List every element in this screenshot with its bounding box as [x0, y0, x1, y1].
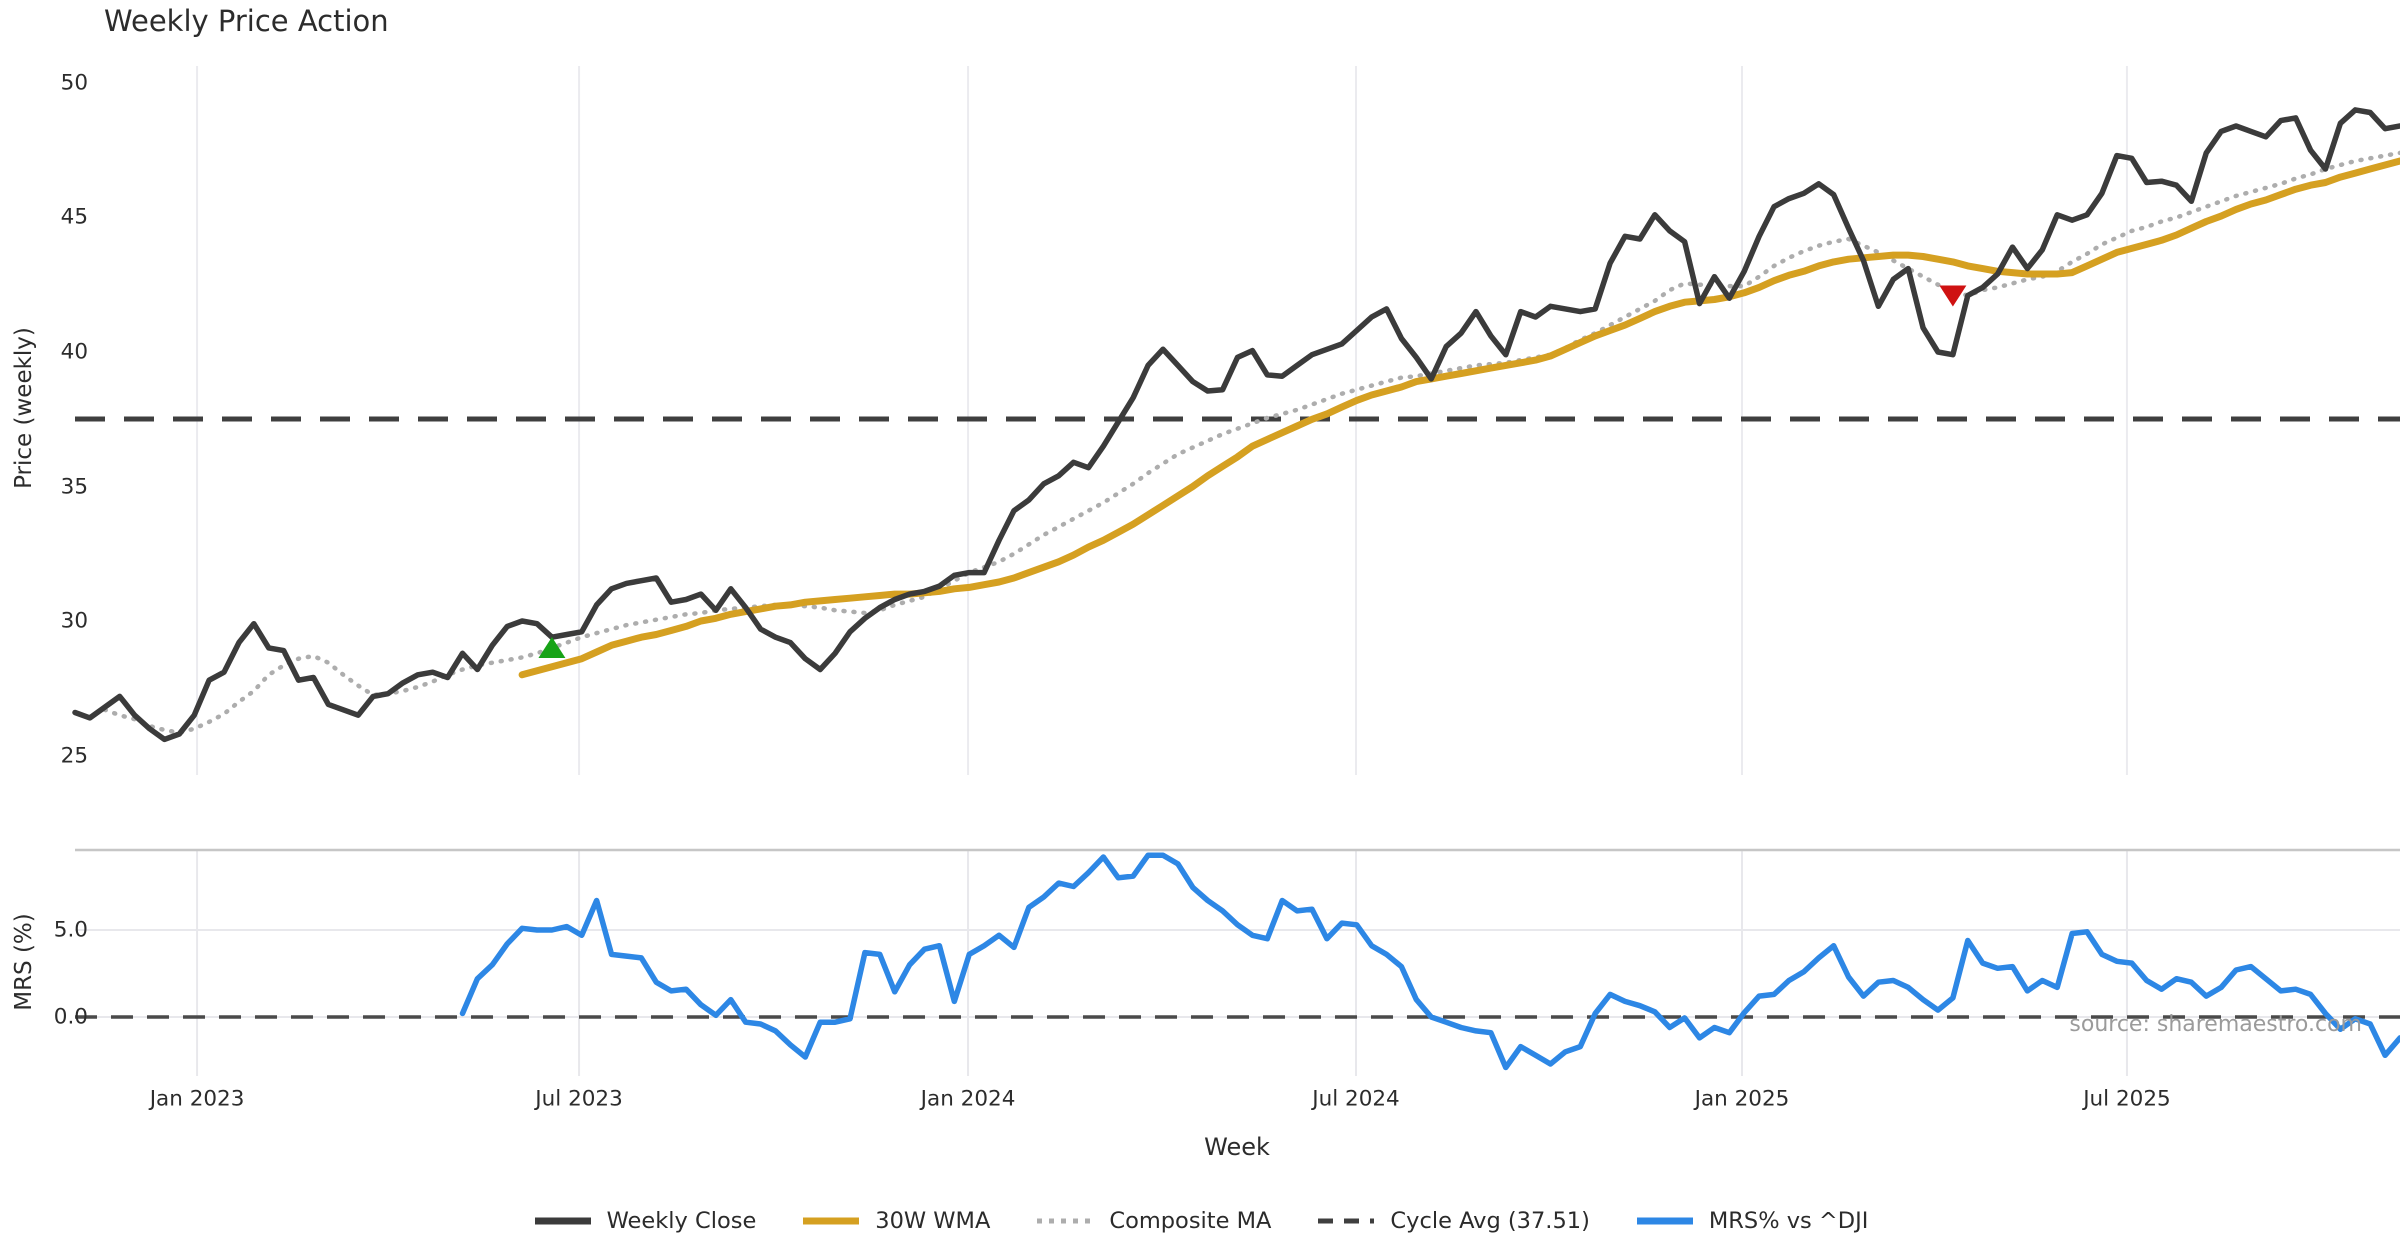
legend-label: 30W WMA: [875, 1208, 991, 1234]
price-tick-label: 45: [60, 204, 88, 230]
signal-markers: [538, 285, 1967, 658]
date-tick-label: Jul 2025: [2083, 1086, 2171, 1112]
mrs-panel-gridlines: [75, 850, 2400, 1076]
date-tick-label: Jan 2023: [149, 1086, 245, 1112]
date-tick-label: Jan 2024: [920, 1086, 1016, 1112]
legend-sample-dashed-line: [1318, 1218, 1375, 1224]
legend-label: Composite MA: [1109, 1208, 1272, 1234]
buy-signal-marker: [538, 636, 566, 658]
legend-item: Cycle Avg (37.51): [1315, 1208, 1590, 1234]
price-tick-label: 25: [60, 743, 88, 769]
legend-sample-solid-line: [1636, 1217, 1693, 1225]
legend-sample-solid-line: [534, 1217, 591, 1225]
legend-sample-dotted-line: [1037, 1218, 1094, 1224]
date-tick-label: Jan 2025: [1694, 1086, 1790, 1112]
legend-item: Composite MA: [1034, 1208, 1271, 1234]
legend-sample-solid-line: [803, 1217, 860, 1225]
sell-signal-marker: [1939, 285, 1967, 307]
date-tick-label: Jul 2024: [1312, 1086, 1400, 1112]
mrs-line: [459, 852, 2400, 1071]
mrs-tick-label: 5.0: [53, 917, 88, 943]
mrs-tick-label: 0.0: [53, 1004, 88, 1030]
legend-label: MRS% vs ^DJI: [1708, 1208, 1869, 1234]
legend-label: Cycle Avg (37.51): [1390, 1208, 1590, 1234]
price-tick-label: 30: [60, 608, 88, 634]
legend-label: Weekly Close: [606, 1208, 757, 1234]
legend-item: 30W WMA: [800, 1208, 990, 1234]
legend-item: Weekly Close: [532, 1208, 757, 1234]
weekly-close-line: [72, 107, 2400, 743]
x-axis-label: Week: [1204, 1133, 1270, 1161]
mrs-axis-label: MRS (%): [11, 913, 37, 1011]
date-tick-label: Jul 2023: [535, 1086, 623, 1112]
legend-item: MRS% vs ^DJI: [1634, 1208, 1869, 1234]
price-tick-label: 50: [60, 70, 88, 96]
price-axis-label: Price (weekly): [11, 327, 37, 489]
wma-30w-line: [518, 157, 2400, 679]
price-tick-label: 35: [60, 474, 88, 500]
chart-title: Weekly Price Action: [104, 4, 389, 38]
legend: Weekly Close 30W WMA Composite MA Cycle Avg…: [0, 1208, 2400, 1234]
source-note: source: sharemaestro.com: [2069, 1012, 2362, 1037]
price-tick-label: 40: [60, 339, 88, 365]
